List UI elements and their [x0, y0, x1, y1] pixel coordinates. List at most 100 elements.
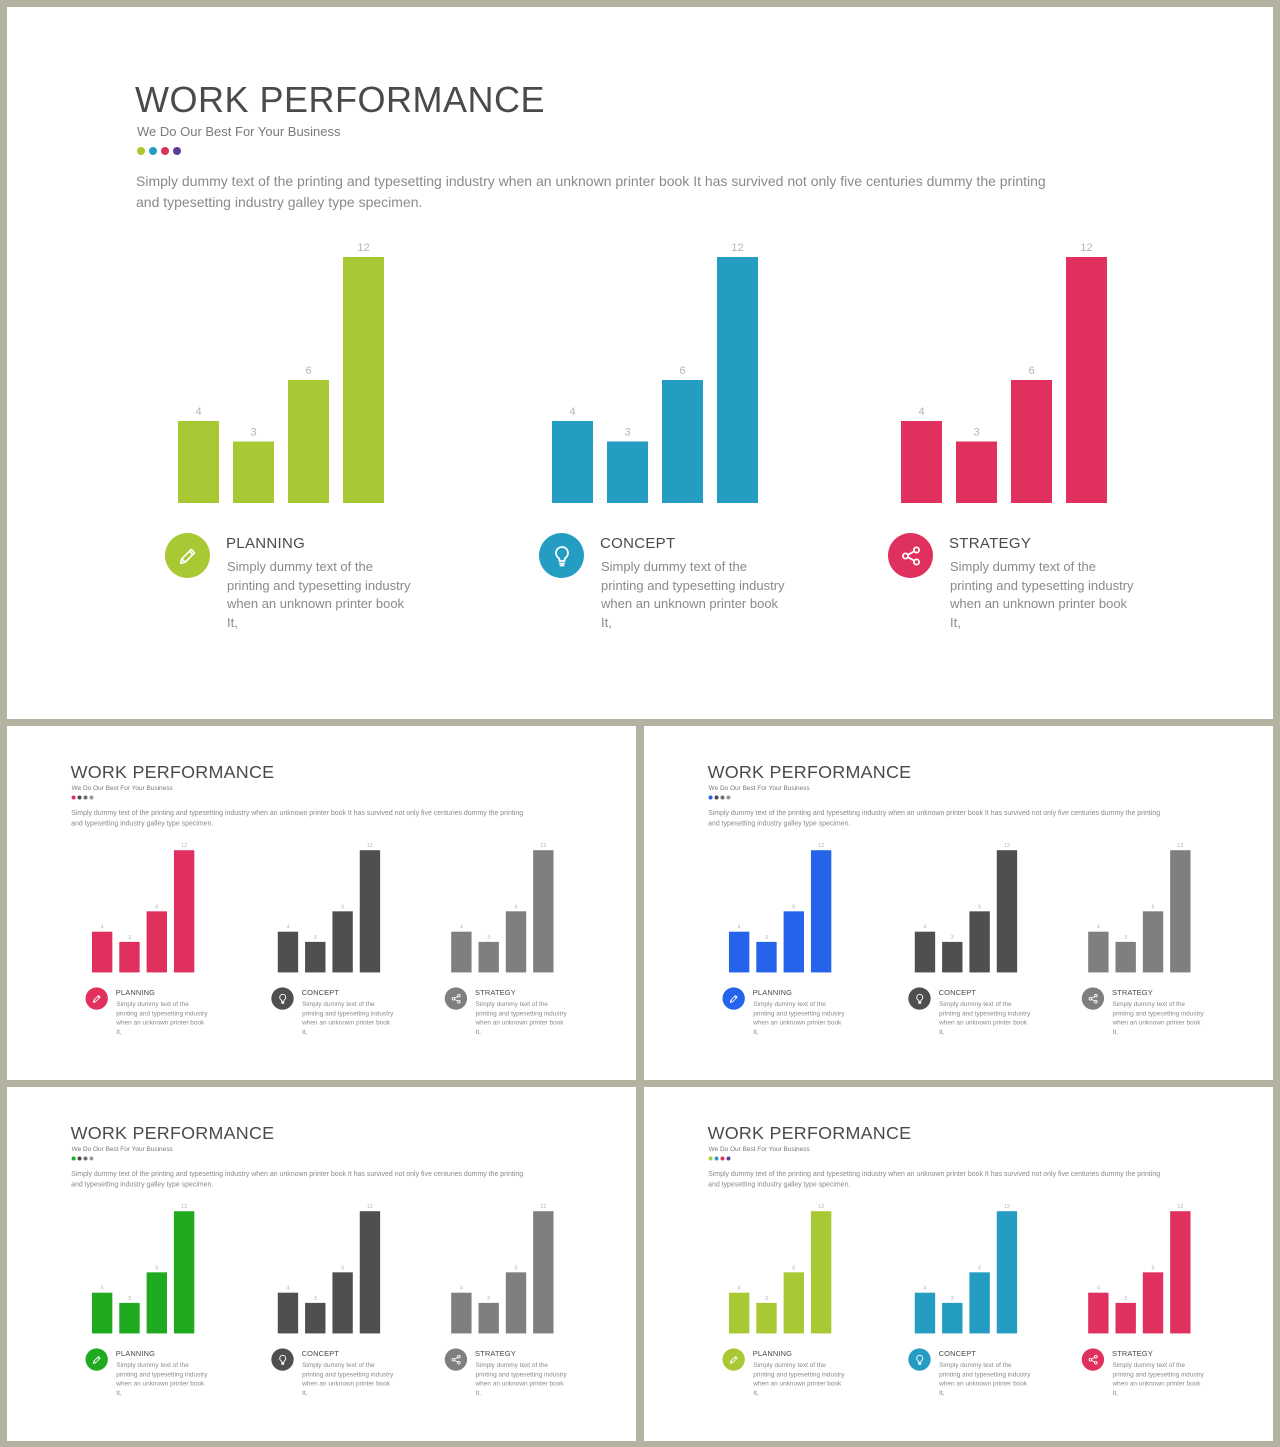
bar [1142, 1272, 1164, 1334]
bar-charts: 4 3 6 12 4 3 6 12 4 3 6 12 [728, 843, 1191, 973]
bar [178, 421, 219, 503]
bar [996, 850, 1018, 973]
color-dot [137, 147, 145, 155]
page-subtitle: We Do Our Best For Your Business [71, 1145, 173, 1153]
item-title: CONCEPT [301, 1349, 340, 1358]
bar-value-label: 6 [792, 1265, 795, 1271]
bar-chart-concept: 4 3 6 12 [277, 843, 381, 973]
pencil-icon [85, 1348, 108, 1371]
bar-value-label: 4 [286, 925, 289, 931]
item-description: Simply dummy text of the printing and ty… [475, 1361, 567, 1397]
bar-value-label: 4 [286, 1286, 289, 1292]
lightbulb-icon [539, 533, 584, 578]
color-dot [720, 795, 725, 800]
bar [969, 911, 990, 973]
item-description: Simply dummy text of the printing and ty… [302, 1000, 394, 1036]
bar [305, 941, 326, 973]
bar-value-label: 6 [978, 1265, 981, 1271]
bar [146, 911, 167, 973]
share-icon [444, 987, 468, 1010]
intro-text: Simply dummy text of the printing and ty… [136, 173, 1046, 210]
item-title: STRATEGY [1112, 1349, 1153, 1358]
bar-value-label: 4 [1097, 1286, 1100, 1292]
bar-value-label: 6 [679, 365, 685, 377]
bar [552, 421, 593, 503]
bar-value-label: 4 [918, 406, 924, 418]
bar [1115, 1302, 1136, 1334]
bar-value-label: 6 [341, 904, 344, 910]
bar [119, 941, 140, 973]
slide: WORK PERFORMANCE We Do Our Best For Your … [644, 1087, 1273, 1441]
bar [1170, 850, 1191, 973]
bar-value-label: 6 [792, 904, 795, 910]
bar [783, 1272, 804, 1334]
bar-value-label: 3 [250, 427, 256, 439]
share-icon [1081, 1348, 1105, 1371]
slide-content: WORK PERFORMANCE We Do Our Best For Your … [644, 1087, 1273, 1441]
item-description: Simply dummy text of the printing and ty… [1112, 1361, 1204, 1397]
color-dot [89, 1156, 94, 1161]
item-title: CONCEPT [938, 988, 977, 997]
color-dot [83, 1156, 88, 1161]
bar [728, 1292, 750, 1334]
bar-value-label: 4 [738, 925, 741, 931]
pencil-icon [85, 987, 108, 1010]
color-dot [714, 795, 719, 800]
bar [359, 1211, 381, 1334]
bar [810, 1211, 832, 1334]
bar [901, 421, 942, 503]
bar-value-label: 12 [181, 843, 187, 849]
bar-charts: 4 3 6 12 4 3 6 12 4 3 6 12 [91, 843, 554, 973]
intro-text: Simply dummy text of the printing and ty… [708, 1169, 1161, 1188]
bar-value-label: 12 [540, 1204, 546, 1210]
bar-chart-planning: 4 3 6 12 [91, 1204, 195, 1334]
bar-value-label: 3 [487, 935, 490, 941]
page-subtitle: We Do Our Best For Your Business [708, 784, 810, 792]
bar-value-label: 3 [973, 427, 979, 439]
bar [1011, 380, 1052, 503]
bar-value-label: 4 [738, 1286, 741, 1292]
bar-value-label: 12 [1004, 843, 1010, 849]
page-subtitle: We Do Our Best For Your Business [71, 784, 173, 792]
pencil-icon [722, 987, 745, 1010]
lightbulb-icon [271, 987, 294, 1010]
bar-value-label: 12 [1177, 843, 1183, 849]
bar [996, 1211, 1018, 1334]
share-icon [444, 1348, 468, 1371]
bar [1066, 257, 1107, 503]
bar-value-label: 12 [818, 1204, 824, 1210]
bar-value-label: 12 [367, 843, 373, 849]
slide: WORK PERFORMANCE We Do Our Best For Your … [7, 7, 1273, 719]
bar-value-label: 4 [460, 925, 463, 931]
bar-value-label: 3 [314, 935, 317, 941]
bar [288, 380, 329, 503]
bar-value-label: 4 [195, 406, 201, 418]
bar-value-label: 3 [765, 935, 768, 941]
bar-value-label: 3 [128, 935, 131, 941]
bar-value-label: 12 [357, 242, 369, 254]
bar-value-label: 6 [514, 904, 517, 910]
bar [1115, 941, 1136, 973]
slide-content: WORK PERFORMANCE We Do Our Best For Your … [7, 726, 636, 1080]
bar-value-label: 3 [314, 1296, 317, 1302]
bar [332, 1272, 353, 1334]
item-title: CONCEPT [600, 535, 676, 552]
bar-value-label: 6 [1151, 904, 1154, 910]
bar-value-label: 12 [1080, 242, 1092, 254]
color-dots [708, 1156, 731, 1161]
bar [173, 1211, 195, 1334]
bar [914, 931, 936, 973]
item-description: Simply dummy text of the printing and ty… [302, 1361, 394, 1397]
bar [1142, 911, 1164, 973]
bar-charts: 4 3 6 12 4 3 6 12 4 3 6 12 [178, 242, 1107, 503]
item-description: Simply dummy text of the printing and ty… [753, 1361, 845, 1397]
item-title: PLANNING [752, 1349, 793, 1358]
bar-value-label: 6 [155, 1265, 158, 1271]
bar [277, 931, 299, 973]
color-dot [149, 147, 157, 155]
item-description: Simply dummy text of the printing and ty… [950, 559, 1134, 630]
bar-value-label: 6 [155, 904, 158, 910]
bar-chart-concept: 4 3 6 12 [552, 242, 758, 503]
bar [233, 441, 274, 503]
bar-value-label: 3 [128, 1296, 131, 1302]
